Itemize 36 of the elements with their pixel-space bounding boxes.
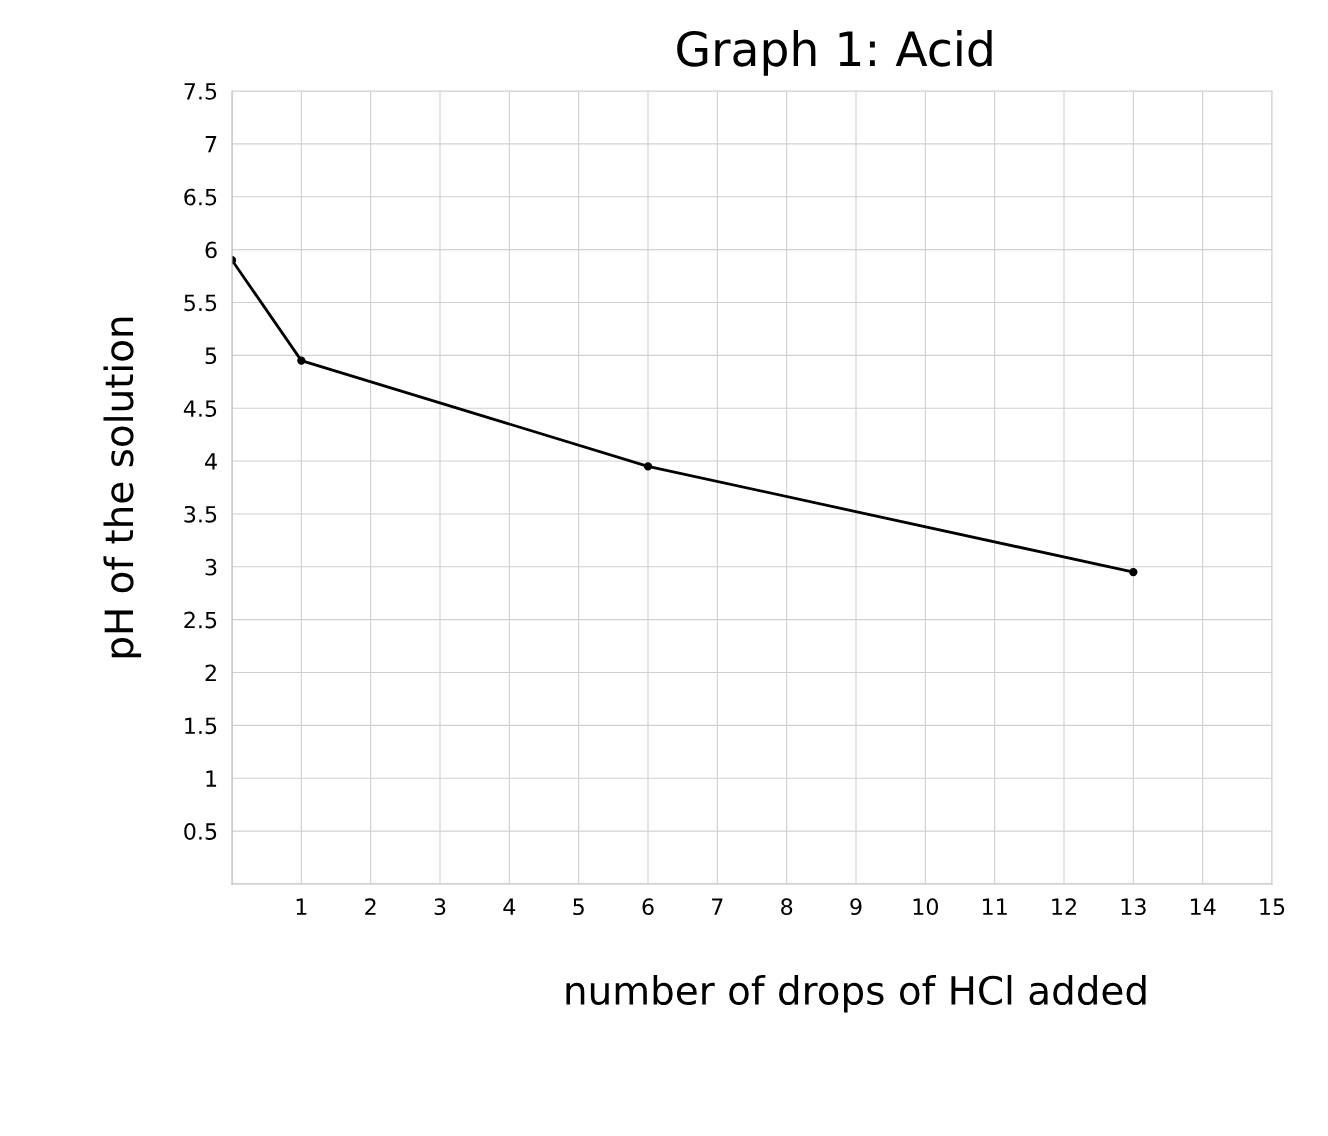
x-tick-label: 6 xyxy=(642,898,654,916)
y-tick-label: 5.5 xyxy=(184,294,217,312)
y-tick-label: 6.5 xyxy=(184,188,217,206)
point xyxy=(297,356,306,365)
chart-title: Graph 1: Acid xyxy=(677,30,992,76)
x-tick-label: 15 xyxy=(1260,898,1285,916)
x-tick-label: 10 xyxy=(913,898,938,916)
x-tick-label: 5 xyxy=(573,898,584,916)
y-tick-label: 2 xyxy=(205,664,216,681)
y-axis-title: pH of the solution xyxy=(103,317,142,658)
y-tick-label: 7.5 xyxy=(184,83,217,100)
x-tick-label: 12 xyxy=(1052,898,1076,915)
x-tick-label: 13 xyxy=(1121,898,1146,916)
x-tick-label: 3 xyxy=(434,898,446,916)
y-tick-label: 4 xyxy=(205,453,217,470)
x-tick-label: 1 xyxy=(296,898,307,915)
y-tick-label: 5 xyxy=(205,347,217,365)
x-tick-label: 9 xyxy=(850,898,862,916)
y-tick-label: 1 xyxy=(206,770,217,787)
point xyxy=(1129,567,1138,577)
y-tick-label: 1.5 xyxy=(185,717,217,735)
y-tick-label: 7 xyxy=(205,136,217,153)
y-tick-label: 0.5 xyxy=(184,823,217,840)
y-tick-label: 6 xyxy=(205,241,217,259)
x-tick-label: 4 xyxy=(503,898,516,915)
x-axis-title: number of drops of HCl added xyxy=(566,974,1146,1013)
x-tick-label: 7 xyxy=(712,898,723,915)
x-tick-label: 14 xyxy=(1190,898,1216,915)
point xyxy=(643,462,653,471)
y-tick-label: 3.5 xyxy=(184,505,217,523)
x-tick-label: 2 xyxy=(365,898,376,915)
y-tick-label: 4.5 xyxy=(183,400,217,417)
x-tick-label: 8 xyxy=(781,898,793,916)
y-tick-label: 2.5 xyxy=(184,611,217,629)
x-tick-label: 11 xyxy=(982,898,1007,915)
y-tick-label: 3 xyxy=(205,558,217,576)
